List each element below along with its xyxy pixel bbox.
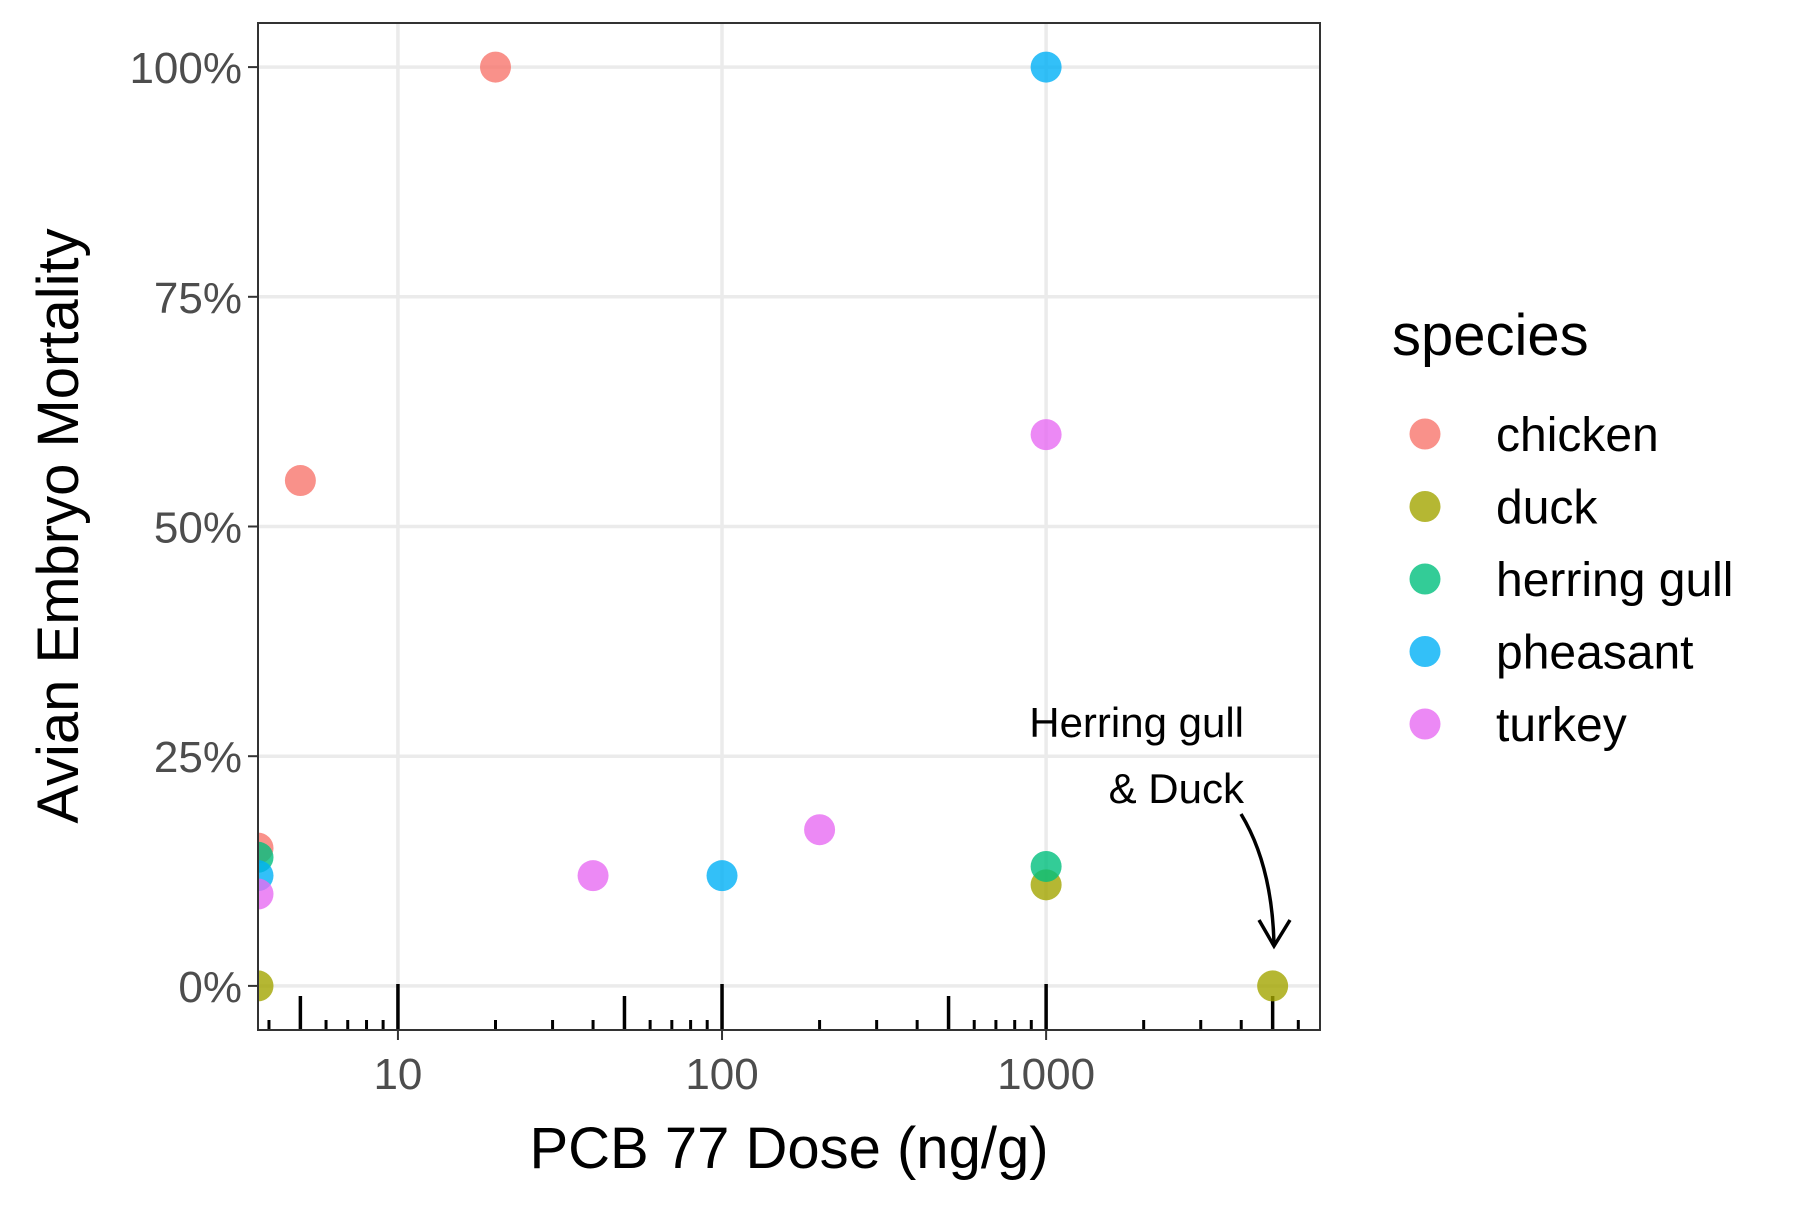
annotation: Herring gull & Duck	[1029, 699, 1292, 950]
point-chicken-1	[284, 465, 316, 497]
point-duck-0	[258, 970, 274, 1002]
y-tick-label-1: 25%	[154, 733, 242, 782]
x-axis-title: PCB 77 Dose (ng/g)	[529, 1116, 1048, 1181]
point-turkey-0	[258, 878, 274, 910]
legend-label-pheasant: pheasant	[1496, 627, 1694, 680]
legend-key-pheasant	[1409, 636, 1441, 667]
legend-label-herring-gull: herring gull	[1496, 554, 1733, 607]
x-tick-label-2: 1000	[997, 1050, 1095, 1099]
x-tick-label-1: 100	[685, 1050, 758, 1099]
annotation-arrow	[1239, 813, 1276, 945]
legend-label-turkey: turkey	[1496, 699, 1627, 752]
legend-label-chicken: chicken	[1496, 409, 1659, 462]
point-turkey-2	[804, 814, 836, 846]
point-pheasant-1	[706, 860, 738, 892]
y-tick-label-0: 0%	[178, 963, 242, 1012]
data-points	[258, 51, 1289, 1002]
point-pheasant-2	[1030, 51, 1062, 83]
legend-key-herring-gull	[1409, 563, 1441, 595]
annotation-line-2: & Duck	[1109, 765, 1245, 812]
axes: 0% 25% 50% 75% 100% 10 100 1000	[129, 44, 1095, 1099]
point-turkey-1	[577, 860, 609, 892]
point-turkey-3	[1030, 419, 1062, 451]
point-herring-gull-1	[1030, 850, 1062, 882]
legend: species chicken duck herring gull pheasant t…	[1392, 303, 1733, 752]
point-chicken-2	[480, 51, 512, 83]
legend-key-chicken	[1409, 418, 1441, 450]
y-tick-label-2: 50%	[154, 504, 242, 553]
annotation-line-1: Herring gull	[1029, 699, 1244, 746]
y-tick-label-3: 75%	[154, 274, 242, 323]
x-rug-ticks	[267, 984, 1300, 1030]
legend-label-duck: duck	[1496, 482, 1598, 535]
point-duck-2	[1257, 970, 1289, 1002]
legend-key-duck	[1409, 491, 1441, 522]
legend-title: species	[1392, 303, 1589, 368]
y-axis-title: Avian Embryo Mortality	[26, 228, 91, 823]
x-tick-label-0: 10	[373, 1050, 422, 1099]
annotation-arrowhead	[1257, 919, 1292, 950]
legend-key-turkey	[1409, 708, 1441, 740]
y-tick-label-4: 100%	[129, 44, 242, 93]
